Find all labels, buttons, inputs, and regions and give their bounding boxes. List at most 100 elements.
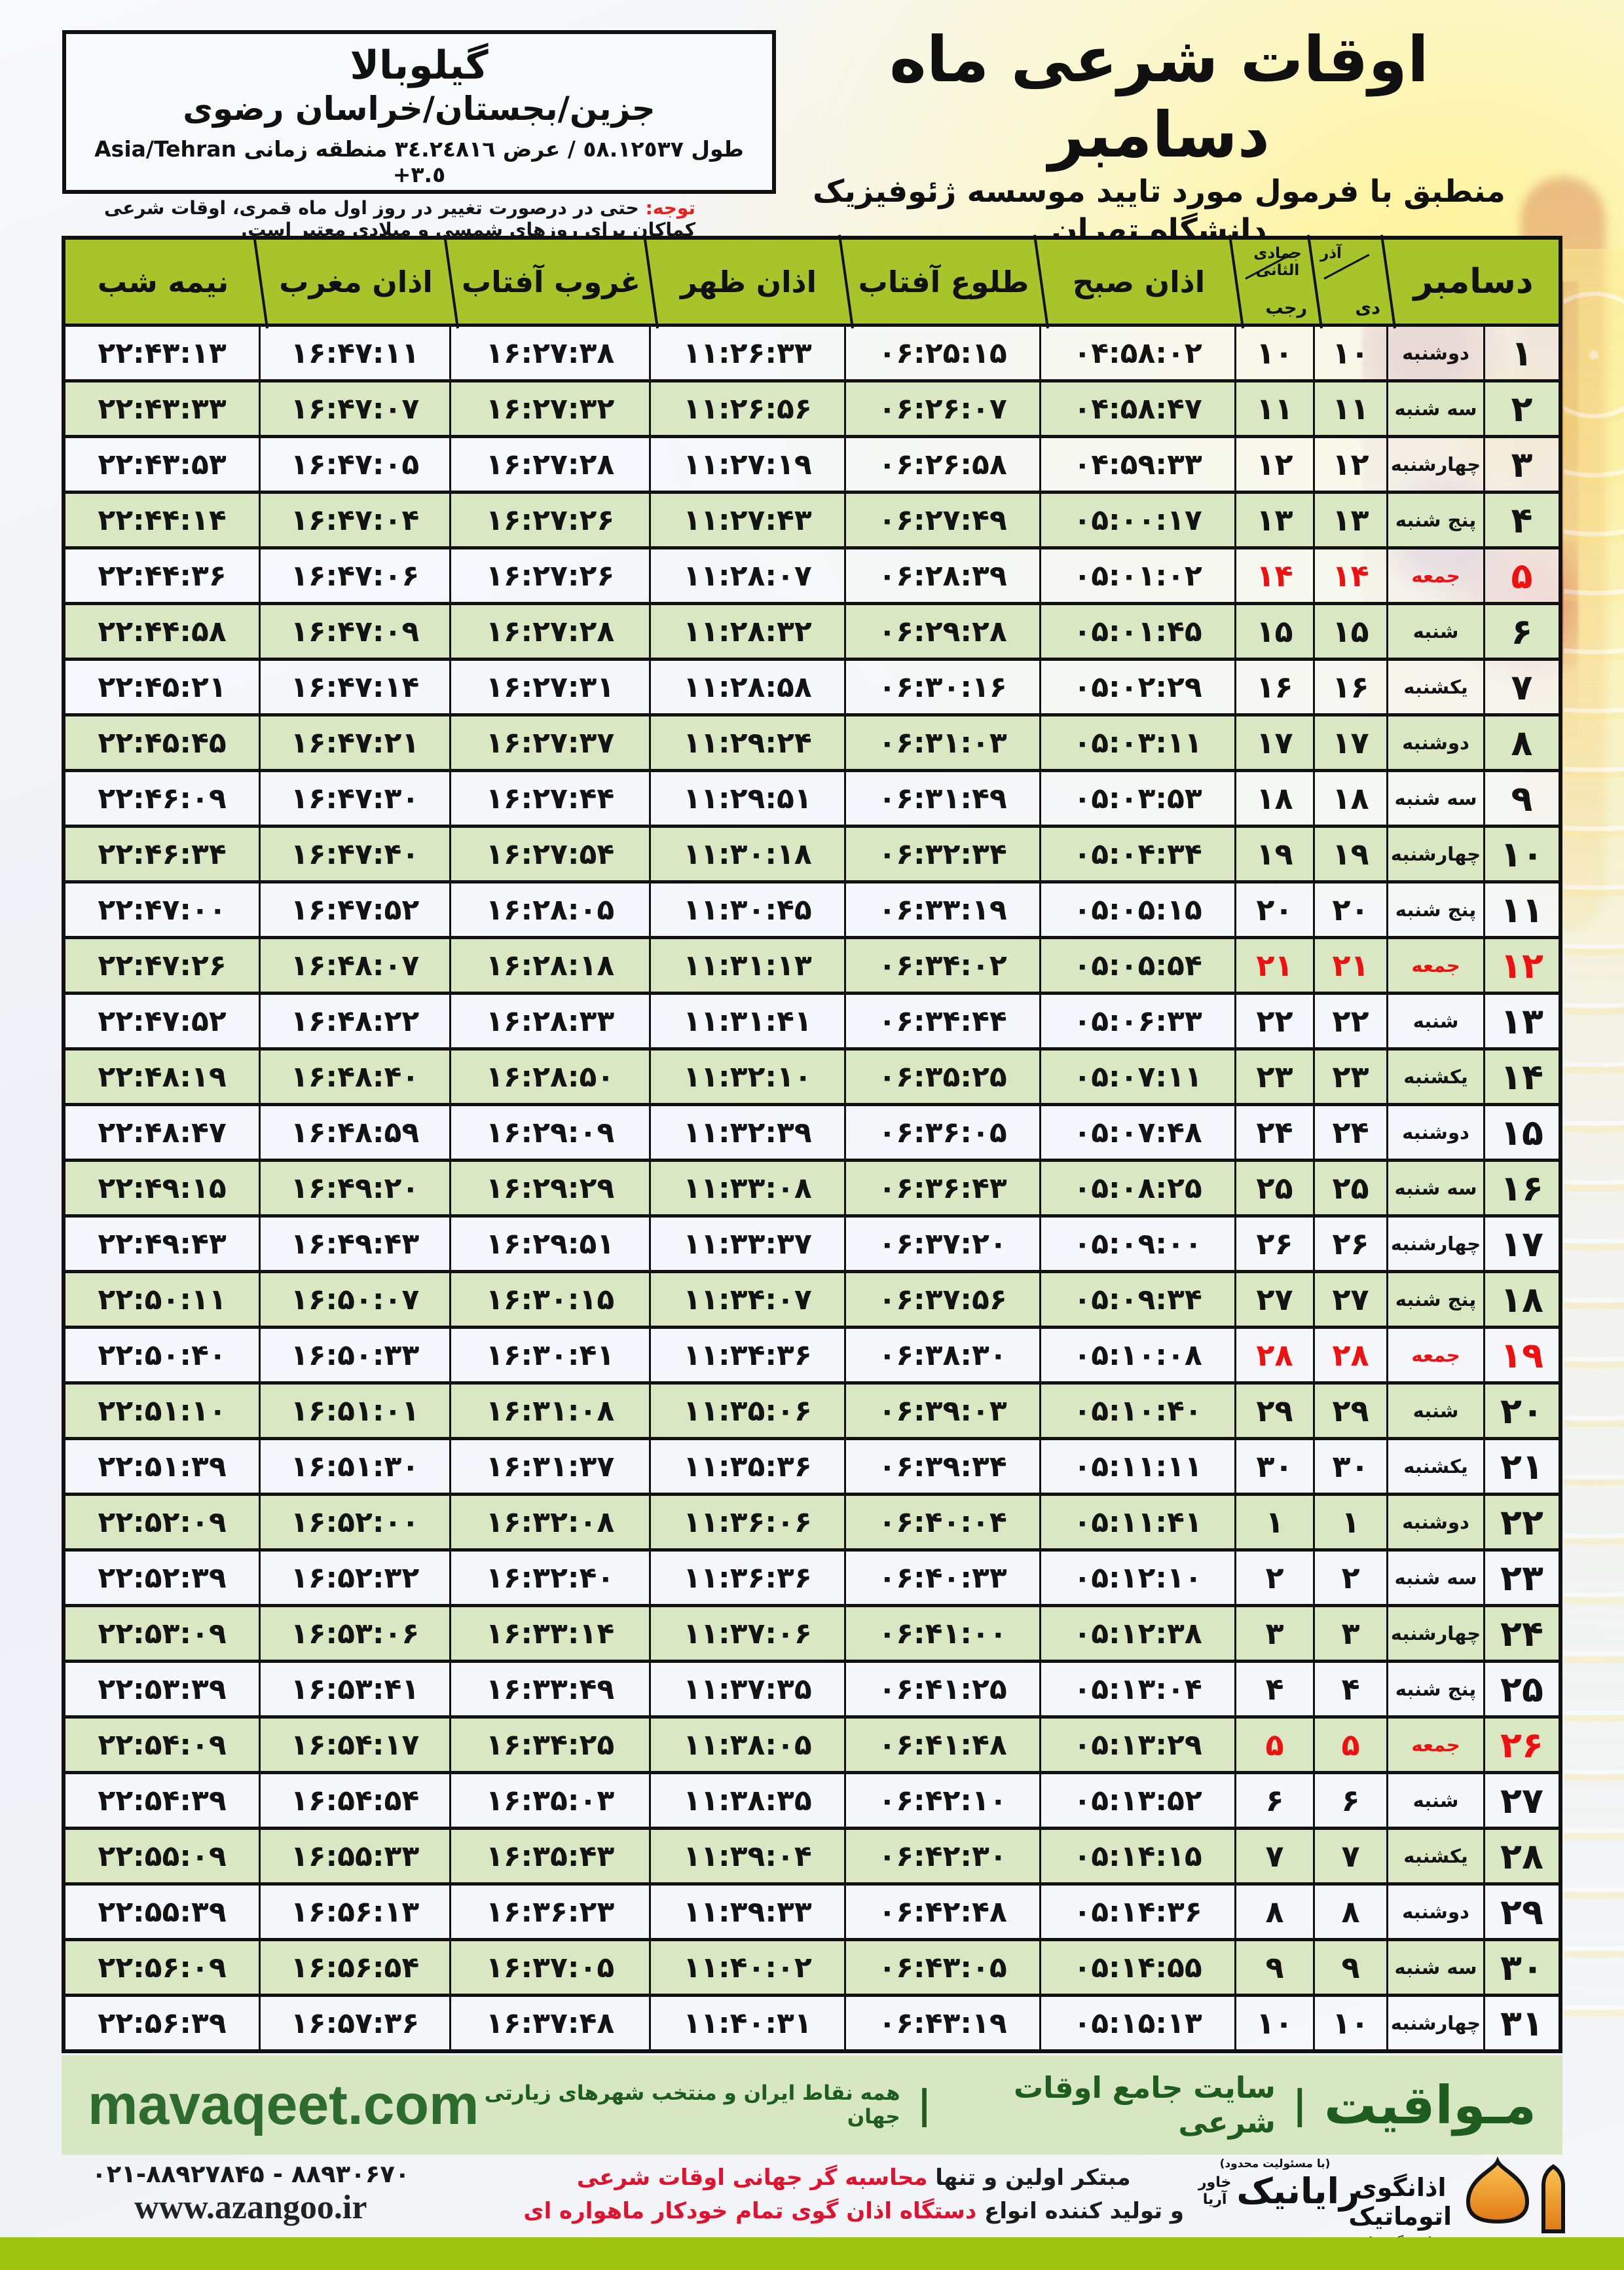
cell-azan-sobh: ۰۵:۱۱:۴۱ [1041,1496,1236,1548]
cell-lunar-day: ۲۶ [1236,1218,1315,1270]
cell-sunrise: ۰۶:۳۶:۴۳ [846,1162,1041,1214]
cell-lunar-day: ۱۷ [1236,716,1315,769]
ornament-strip [1564,249,1624,2017]
mavaqeet-wordmark-group: مـواقیت | سایت جامع اوقات شرعی | همه نقا… [479,2070,1536,2140]
cell-azan-zohr: ۱۱:۳۴:۰۷ [651,1273,846,1326]
cell-sunset: ۱۶:۳۱:۰۸ [451,1385,651,1437]
cell-sunrise: ۰۶:۳۷:۲۰ [846,1218,1041,1270]
cell-azan-sobh: ۰۵:۰۷:۱۱ [1041,1051,1236,1103]
cell-midnight: ۲۲:۵۵:۳۹ [65,1886,261,1938]
location-coordinates: طول ٥٨.١٢٥٣٧ / عرض ٣٤.٢٤٨١٦ منطقه زمانی … [66,136,772,187]
cell-azan-maghreb: ۱۶:۵۳:۰۶ [261,1607,451,1660]
cell-lunar-day: ۹ [1236,1941,1315,1994]
cell-sunset: ۱۶:۲۷:۳۱ [451,661,651,713]
cell-midnight: ۲۲:۴۶:۰۹ [65,772,261,825]
cell-december-day: ۱۷ [1500,1223,1543,1265]
cell-lunar-day: ۱ [1236,1496,1315,1548]
solar-month-top-label: آذر [1320,245,1342,262]
cell-midnight: ۲۲:۴۵:۲۱ [65,661,261,713]
cell-sunrise: ۰۶:۳۶:۰۵ [846,1106,1041,1159]
cell-midnight: ۲۲:۵۳:۳۹ [65,1663,261,1715]
cell-azan-zohr: ۱۱:۳۷:۳۵ [651,1663,846,1715]
cell-lunar-day: ۱۰ [1236,327,1315,379]
cell-december-day: ۱۱ [1500,889,1543,931]
cell-solar-day: ۱۸ [1315,772,1388,825]
table-row: ۱۸ پنج شنبه ۲۷ ۲۷ ۰۵:۰۹:۳۴ ۰۶:۳۷:۵۶ ۱۱:۳… [65,1270,1559,1326]
cell-midnight: ۲۲:۵۱:۳۹ [65,1440,261,1493]
cell-azan-sobh: ۰۵:۱۴:۱۵ [1041,1830,1236,1882]
cell-sunrise: ۰۶:۴۳:۰۵ [846,1941,1041,1994]
cell-weekday: جمعه [1388,549,1485,602]
cell-weekday: سه شنبه [1388,1552,1485,1604]
cell-december-day: ۲۴ [1500,1612,1543,1654]
cell-sunset: ۱۶:۳۲:۴۰ [451,1552,651,1604]
cell-solar-day: ۹ [1315,1941,1388,1994]
cell-lunar-day: ۴ [1236,1663,1315,1715]
table-row: ۱۵ دوشنبه ۲۴ ۲۴ ۰۵:۰۷:۴۸ ۰۶:۳۶:۰۵ ۱۱:۳۲:… [65,1103,1559,1159]
cell-azan-zohr: ۱۱:۳۹:۳۳ [651,1886,846,1938]
cell-weekday: جمعه [1388,939,1485,992]
cell-azan-zohr: ۱۱:۳۸:۳۵ [651,1774,846,1827]
promo-line-2: و تولید کننده انواع دستگاه اذان گوی تمام… [523,2195,1184,2228]
cell-lunar-day: ۱۶ [1236,661,1315,713]
azangoo-website: www.azangoo.ir [134,2189,367,2226]
cell-solar-day: ۳۰ [1315,1440,1388,1493]
cell-lunar-day: ۲۱ [1236,939,1315,992]
bottom-footer: ۰۲۱-۸۸۹۲۷۸۴۵ - ۸۸۹۳۰۶۷۰ www.azangoo.ir م… [0,2156,1624,2260]
cell-december-day: ۱ [1511,332,1533,374]
cell-weekday: چهارشنبه [1388,438,1485,491]
location-region: جزین/بجستان/خراسان رضوی [183,90,655,128]
cell-azan-sobh: ۰۵:۰۰:۱۷ [1041,494,1236,546]
col-header-azan-zohr: اذان ظهر [651,240,846,324]
cell-sunset: ۱۶:۲۷:۲۶ [451,549,651,602]
table-row: ۱ دوشنبه ۱۰ ۱۰ ۰۴:۵۸:۰۲ ۰۶:۲۵:۱۵ ۱۱:۲۶:۳… [65,327,1559,379]
page-title: اوقات شرعی ماه دسامبر [889,23,1429,172]
cell-azan-sobh: ۰۵:۰۹:۰۰ [1041,1218,1236,1270]
cell-azan-maghreb: ۱۶:۵۴:۵۴ [261,1774,451,1827]
table-row: ۳۱ چهارشنبه ۱۰ ۱۰ ۰۵:۱۵:۱۳ ۰۶:۴۳:۱۹ ۱۱:۴… [65,1994,1559,2049]
cell-lunar-day: ۲۳ [1236,1051,1315,1103]
cell-sunrise: ۰۶:۲۵:۱۵ [846,327,1041,379]
rayanik-name: رایانیک [1236,2170,1360,2212]
cell-azan-maghreb: ۱۶:۴۷:۰۷ [261,382,451,435]
table-row: ۳۰ سه شنبه ۹ ۹ ۰۵:۱۴:۵۵ ۰۶:۴۳:۰۵ ۱۱:۴۰:۰… [65,1938,1559,1994]
cell-weekday: پنج شنبه [1388,1663,1485,1715]
promo-text: مبتکر اولین و تنها محاسبه گر جهانی اوقات… [523,2161,1184,2228]
cell-midnight: ۲۲:۵۵:۰۹ [65,1830,261,1882]
promo-line2-black: و تولید کننده انواع [976,2198,1184,2224]
cell-azan-maghreb: ۱۶:۴۷:۰۶ [261,549,451,602]
cell-midnight: ۲۲:۵۱:۱۰ [65,1385,261,1437]
cell-azan-zohr: ۱۱:۳۷:۰۶ [651,1607,846,1660]
cell-midnight: ۲۲:۴۸:۱۹ [65,1051,261,1103]
cell-sunrise: ۰۶:۳۴:۰۲ [846,939,1041,992]
cell-midnight: ۲۲:۵۲:۳۹ [65,1552,261,1604]
table-row: ۳ چهارشنبه ۱۲ ۱۲ ۰۴:۵۹:۳۳ ۰۶:۲۶:۵۸ ۱۱:۲۷… [65,435,1559,491]
cell-sunset: ۱۶:۲۹:۵۱ [451,1218,651,1270]
cell-december-day: ۲۳ [1500,1557,1543,1599]
col-header-sunset: غروب آفتاب [451,240,651,324]
cell-azan-sobh: ۰۵:۰۵:۵۴ [1041,939,1236,992]
cell-sunset: ۱۶:۳۱:۳۷ [451,1440,651,1493]
cell-azan-sobh: ۰۵:۱۳:۲۹ [1041,1719,1236,1771]
cell-midnight: ۲۲:۵۰:۴۰ [65,1329,261,1381]
cell-lunar-day: ۶ [1236,1774,1315,1827]
cell-solar-day: ۲۳ [1315,1051,1388,1103]
cell-lunar-day: ۱۰ [1236,1997,1315,2049]
table-row: ۲۴ چهارشنبه ۳ ۳ ۰۵:۱۲:۳۸ ۰۶:۴۱:۰۰ ۱۱:۳۷:… [65,1604,1559,1660]
cell-sunset: ۱۶:۳۰:۱۵ [451,1273,651,1326]
cell-december-day: ۲۶ [1500,1724,1543,1766]
cell-azan-zohr: ۱۱:۲۹:۵۱ [651,772,846,825]
cell-december-day: ۲۱ [1500,1445,1543,1487]
table-row: ۱۹ جمعه ۲۸ ۲۸ ۰۵:۱۰:۰۸ ۰۶:۳۸:۳۰ ۱۱:۳۴:۳۶… [65,1326,1559,1381]
table-row: ۲۹ دوشنبه ۸ ۸ ۰۵:۱۴:۳۶ ۰۶:۴۲:۴۸ ۱۱:۳۹:۳۳… [65,1882,1559,1938]
cell-azan-sobh: ۰۵:۱۰:۰۸ [1041,1329,1236,1381]
cell-solar-day: ۱۲ [1315,438,1388,491]
cell-sunset: ۱۶:۳۷:۴۸ [451,1997,651,2049]
cell-solar-day: ۲۵ [1315,1162,1388,1214]
cell-december-day: ۱۶ [1500,1167,1543,1209]
cell-azan-zohr: ۱۱:۳۰:۴۵ [651,884,846,936]
cell-azan-zohr: ۱۱:۳۱:۱۳ [651,939,846,992]
cell-azan-zohr: ۱۱:۳۵:۰۶ [651,1385,846,1437]
cell-weekday: چهارشنبه [1388,828,1485,880]
cell-lunar-day: ۲۹ [1236,1385,1315,1437]
